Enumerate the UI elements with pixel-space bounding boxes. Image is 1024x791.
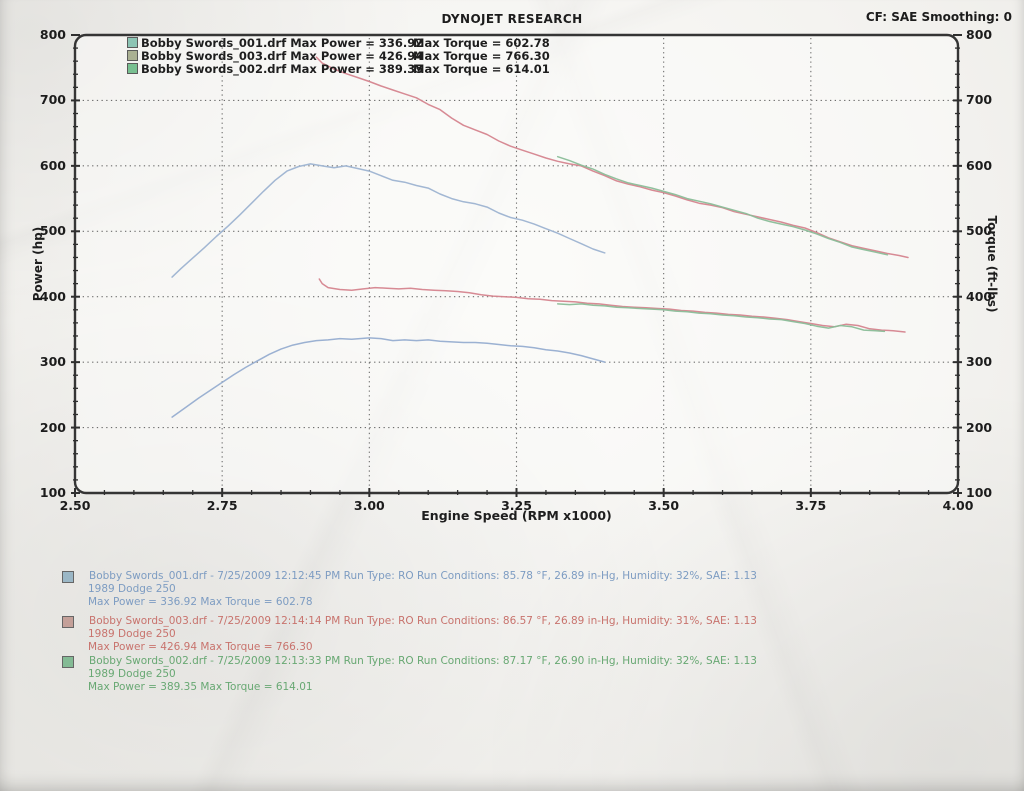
left-axis-tick-200: 200: [39, 419, 66, 435]
legend-row-003: Bobby Swords_003.drf Max Power = 426.94 …: [127, 48, 550, 63]
right-axis-tick-500: 500: [966, 223, 993, 239]
dyno-chart-svg: [71, 33, 962, 497]
run-max-003: Max Power = 426.94 Max Torque = 766.30: [88, 641, 313, 653]
left-axis-tick-300: 300: [39, 354, 66, 370]
chart-legend: Bobby Swords_001.drf Max Power = 336.92 …: [127, 35, 550, 76]
curve-bobby-swords-003-drf-torque: [315, 56, 909, 259]
run-info-003: Bobby Swords_003.drf - 7/25/2009 12:14:1…: [62, 615, 982, 654]
legend-file-power-003: Bobby Swords_003.drf Max Power = 426.94: [141, 48, 424, 63]
x-axis-tick-2.75: 2.75: [206, 498, 238, 513]
x-axis-title: Engine Speed (RPM x1000): [421, 508, 612, 523]
curve-bobby-swords-002-drf-power: [556, 303, 886, 333]
left-axis-tick-600: 600: [39, 157, 66, 173]
right-axis-tick-100: 100: [966, 485, 993, 500]
x-axis-tick-4.00: 4.00: [942, 498, 974, 513]
right-axis-tick-800: 800: [966, 27, 993, 42]
run-max-001: Max Power = 336.92 Max Torque = 602.78: [88, 596, 313, 608]
run-vehicle-001: 1989 Dodge 250: [88, 583, 176, 595]
left-axis-tick-700: 700: [39, 92, 66, 108]
dyno-chart: Bobby Swords_001.drf Max Power = 336.92 …: [31, 27, 999, 523]
brand-title: DYNOJET RESEARCH: [441, 12, 583, 26]
left-axis-tick-400: 400: [39, 288, 66, 304]
curve-bobby-swords-001-drf-torque: [171, 163, 606, 278]
x-axis-tick-2.50: 2.50: [59, 498, 91, 513]
run-vehicle-003: 1989 Dodge 250: [88, 628, 176, 640]
run-info-002: Bobby Swords_002.drf - 7/25/2009 12:13:3…: [62, 655, 982, 694]
x-axis-tick-3.75: 3.75: [795, 498, 827, 513]
curve-bobby-swords-001-drf-power: [171, 337, 606, 418]
run-vehicle-002: 1989 Dodge 250: [88, 668, 176, 680]
run-max-002: Max Power = 389.35 Max Torque = 614.01: [88, 681, 313, 693]
legend-max-torque-002: Max Torque = 614.01: [413, 61, 550, 76]
curve-bobby-swords-003-drf-power: [318, 278, 906, 333]
right-axis-tick-200: 200: [966, 419, 993, 435]
x-axis-tick-3.25: 3.25: [501, 498, 532, 513]
correction-smoothing-label: CF: SAE Smoothing: 0: [865, 10, 1012, 24]
run-conditions-002: Bobby Swords_002.drf - 7/25/2009 12:13:3…: [89, 655, 757, 667]
run-conditions-001: Bobby Swords_001.drf - 7/25/2009 12:12:4…: [89, 570, 757, 582]
run-info-001: Bobby Swords_001.drf - 7/25/2009 12:12:4…: [62, 570, 982, 609]
run-conditions-003: Bobby Swords_003.drf - 7/25/2009 12:14:1…: [89, 615, 757, 627]
left-axis-tick-800: 800: [39, 27, 66, 42]
legend-file-power-001: Bobby Swords_001.drf Max Power = 336.92: [141, 35, 424, 50]
run-chip-003: [62, 616, 74, 628]
legend-max-torque-001: Max Torque = 602.78: [413, 35, 550, 50]
legend-row-001: Bobby Swords_001.drf Max Power = 336.92 …: [127, 35, 550, 50]
right-axis-tick-600: 600: [966, 157, 993, 173]
legend-chip-003: [127, 50, 138, 61]
curve-bobby-swords-002-drf-torque: [556, 155, 889, 256]
run-chip-002: [62, 656, 74, 668]
legend-file-power-002: Bobby Swords_002.drf Max Power = 389.35: [141, 61, 424, 76]
legend-row-002: Bobby Swords_002.drf Max Power = 389.35 …: [127, 61, 550, 76]
right-axis-tick-700: 700: [966, 92, 993, 108]
run-chip-001: [62, 571, 74, 583]
legend-chip-002: [127, 63, 138, 74]
right-axis-tick-400: 400: [966, 288, 993, 304]
legend-chip-001: [127, 37, 138, 48]
legend-max-torque-003: Max Torque = 766.30: [413, 48, 550, 63]
left-axis-tick-500: 500: [39, 223, 66, 239]
left-axis-tick-100: 100: [39, 485, 66, 500]
x-axis-tick-3.50: 3.50: [648, 498, 680, 513]
x-axis-tick-3.00: 3.00: [353, 498, 385, 513]
right-axis-tick-300: 300: [966, 354, 993, 370]
